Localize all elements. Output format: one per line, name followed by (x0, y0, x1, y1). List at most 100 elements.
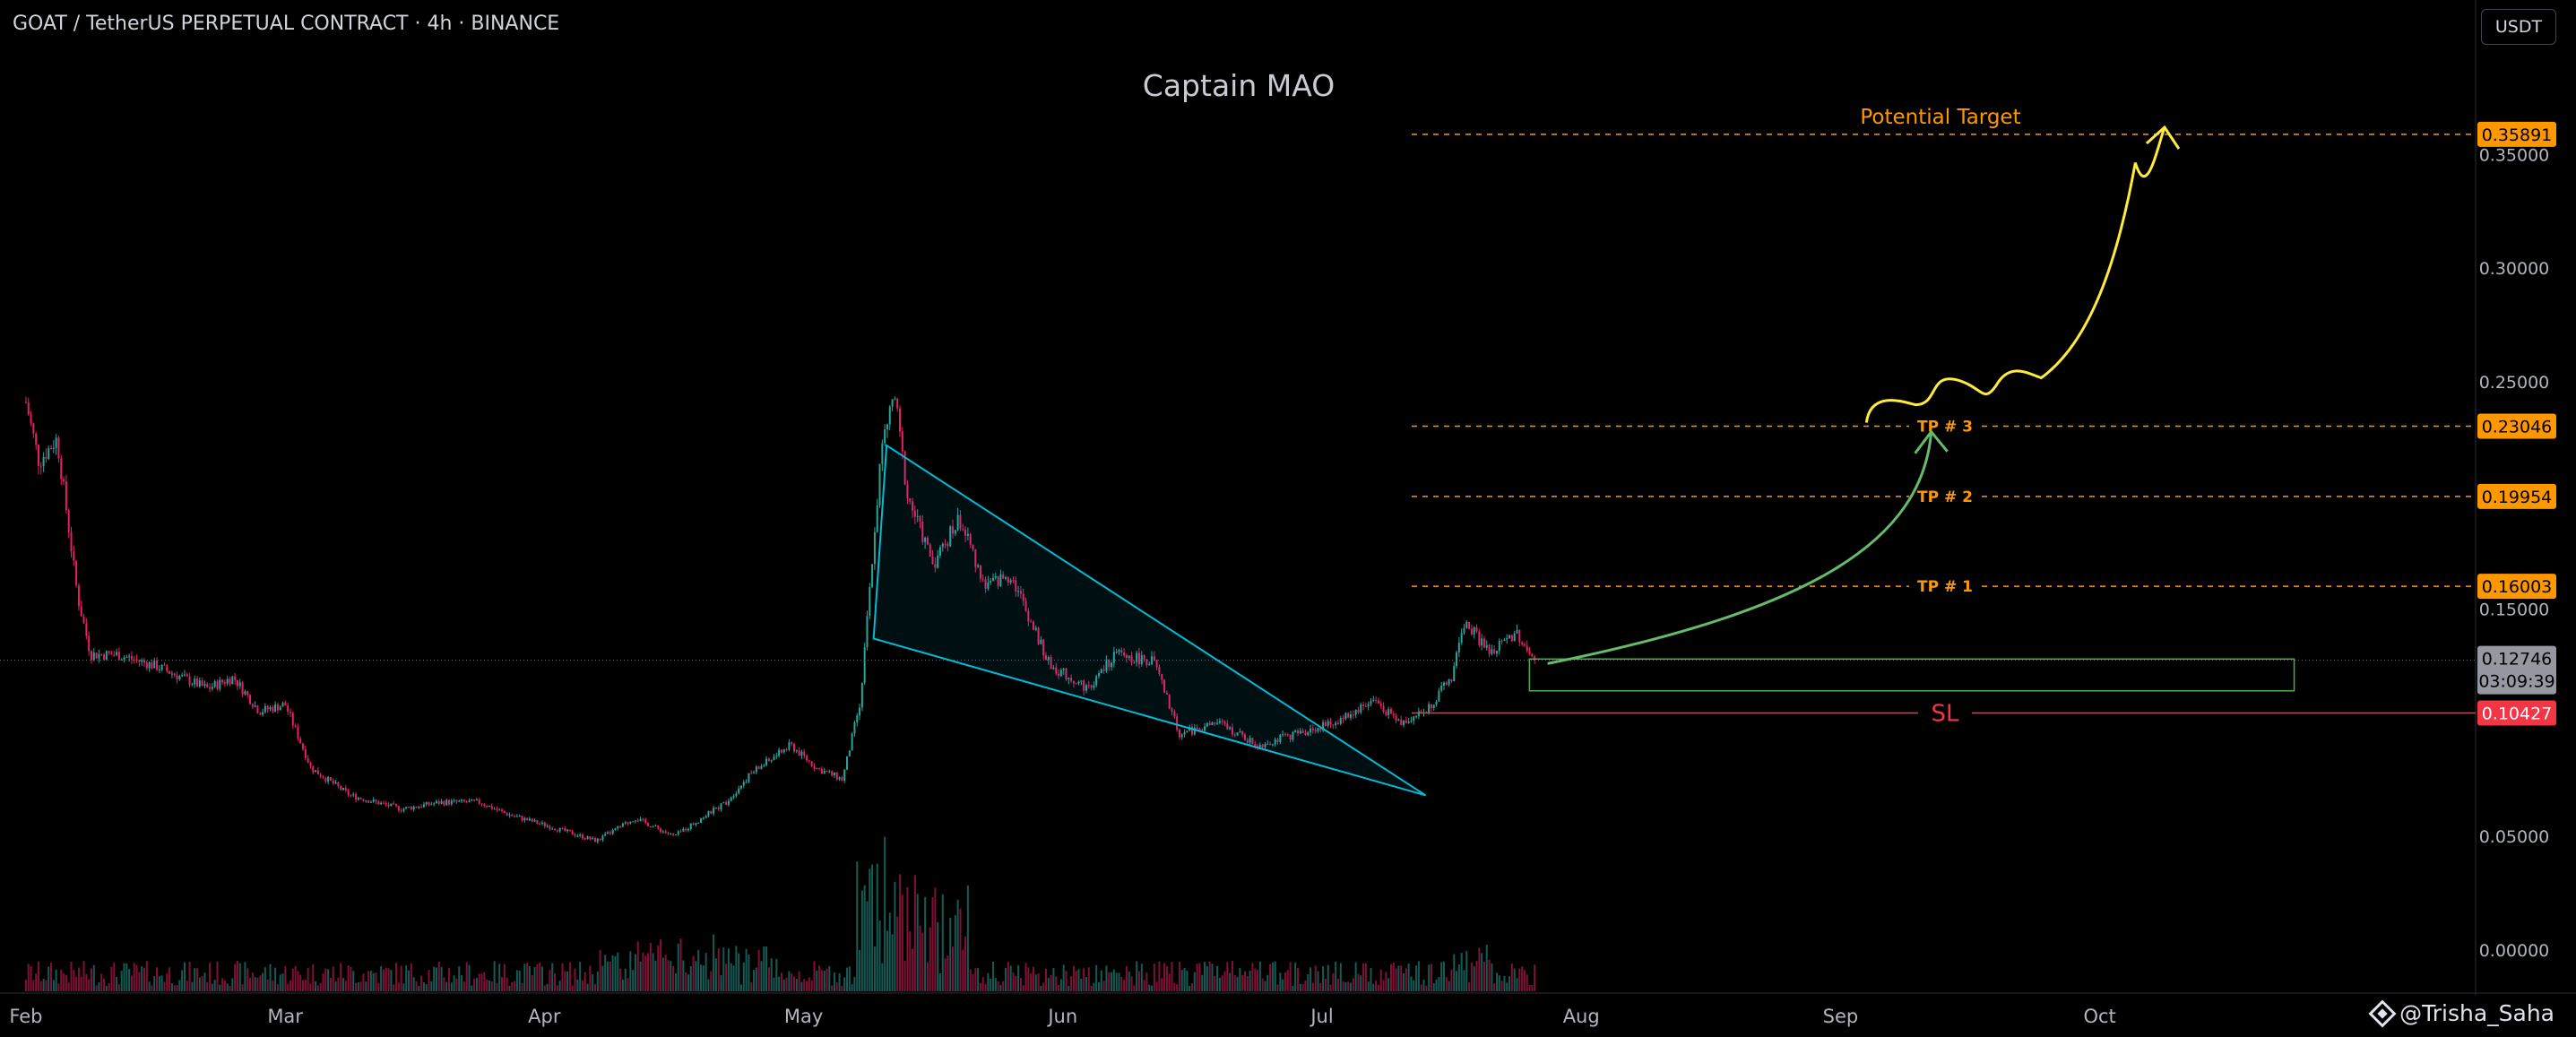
volume-bar (1151, 985, 1154, 991)
volume-bar (315, 981, 317, 991)
candle-body (50, 448, 53, 450)
candle-body (1420, 711, 1422, 713)
volume-bar (654, 960, 657, 991)
volume-bar (170, 983, 173, 991)
volume-bar (1350, 982, 1353, 991)
candle-body (1158, 667, 1161, 675)
candle-body (599, 838, 601, 840)
candle-body (657, 825, 660, 829)
volume-bar (1400, 965, 1403, 991)
volume-bar (808, 977, 810, 991)
volume-bar (77, 967, 80, 991)
candle-body (340, 785, 342, 791)
candle-body (488, 806, 490, 808)
volume-bar (511, 981, 514, 991)
candle-body (483, 804, 486, 807)
candle-body (294, 725, 297, 727)
volume-bar (1075, 971, 1077, 991)
candle-body (458, 800, 461, 802)
candle-body (1251, 738, 1254, 745)
tp1-price-badge-bg (2477, 574, 2556, 600)
candle-body (531, 818, 533, 822)
candle-body (1397, 719, 1400, 722)
candle-body (549, 825, 551, 829)
candle-body (299, 739, 302, 744)
candle-body (307, 758, 309, 763)
candle-body (1190, 726, 1193, 735)
volume-bar (629, 951, 632, 991)
volume-bar (1231, 961, 1233, 991)
candle-body (209, 687, 212, 689)
candle-body (266, 705, 269, 710)
volume-bar (838, 972, 841, 991)
volume-bar (891, 934, 894, 991)
volume-bar (35, 973, 38, 991)
candle-body (48, 448, 50, 459)
candle-body (1339, 718, 1342, 724)
volume-bar (1435, 979, 1438, 991)
volume-bar (1257, 969, 1259, 991)
candle-body (944, 543, 947, 545)
volume-bar (1233, 974, 1236, 991)
candle-body (564, 828, 566, 832)
volume-bar (108, 982, 110, 991)
volume-bar (1294, 963, 1297, 991)
volume-bar (916, 894, 919, 991)
volume-bar (266, 979, 269, 991)
candle-body (1111, 662, 1113, 668)
candle-body (679, 831, 682, 833)
volume-bar (642, 952, 644, 991)
volume-bar (483, 972, 486, 991)
candle-body (972, 544, 974, 549)
volume-bar (947, 955, 949, 991)
volume-bar (757, 949, 760, 991)
candle-body (1360, 704, 1362, 713)
volume-bar (695, 961, 697, 991)
volume-bar (1385, 972, 1387, 991)
candle-body (941, 543, 944, 548)
volume-bar (1317, 971, 1319, 991)
volume-bar (1523, 970, 1526, 991)
volume-bar (90, 968, 92, 991)
candle-body (609, 832, 611, 834)
candle-body (130, 656, 133, 660)
candle-body (315, 770, 317, 773)
volume-bar (859, 949, 861, 991)
symbol-title[interactable]: GOAT / TetherUS PERPETUAL CONTRACT · 4h … (13, 13, 560, 35)
author-tag[interactable]: @Trisha_Saha (2368, 998, 2554, 1028)
volume-bar (621, 979, 624, 991)
volume-bar (486, 979, 488, 991)
volume-bar (100, 973, 103, 991)
volume-bar (425, 984, 428, 991)
candle-body (196, 678, 199, 687)
candle-body (42, 456, 45, 466)
volume-bar (1397, 965, 1400, 991)
candle-body (1034, 627, 1037, 630)
volume-bar (710, 971, 713, 991)
volume-bar (468, 964, 471, 991)
volume-bar (80, 976, 82, 991)
candle-body (60, 458, 63, 480)
candle-body (748, 773, 750, 782)
volume-bar (1470, 962, 1473, 991)
volume-bar (791, 973, 793, 991)
candle-body (188, 676, 191, 685)
volume-bar (1329, 984, 1332, 991)
volume-bar (639, 961, 642, 991)
candle-body (1168, 694, 1171, 709)
candle-body (160, 664, 163, 670)
candle-body (654, 825, 657, 827)
volume-bar (1445, 977, 1448, 991)
candle-body (1221, 721, 1223, 722)
volume-bar (934, 887, 937, 991)
candle-body (1095, 676, 1098, 686)
volume-bar (1128, 971, 1130, 991)
volume-bar (412, 977, 415, 991)
volume-bar (196, 968, 199, 991)
volume-bar (1072, 965, 1075, 991)
volume-bar (820, 970, 823, 991)
currency-button[interactable]: USDT (2481, 9, 2556, 45)
candle-body (873, 531, 876, 565)
volume-bar (503, 964, 506, 991)
